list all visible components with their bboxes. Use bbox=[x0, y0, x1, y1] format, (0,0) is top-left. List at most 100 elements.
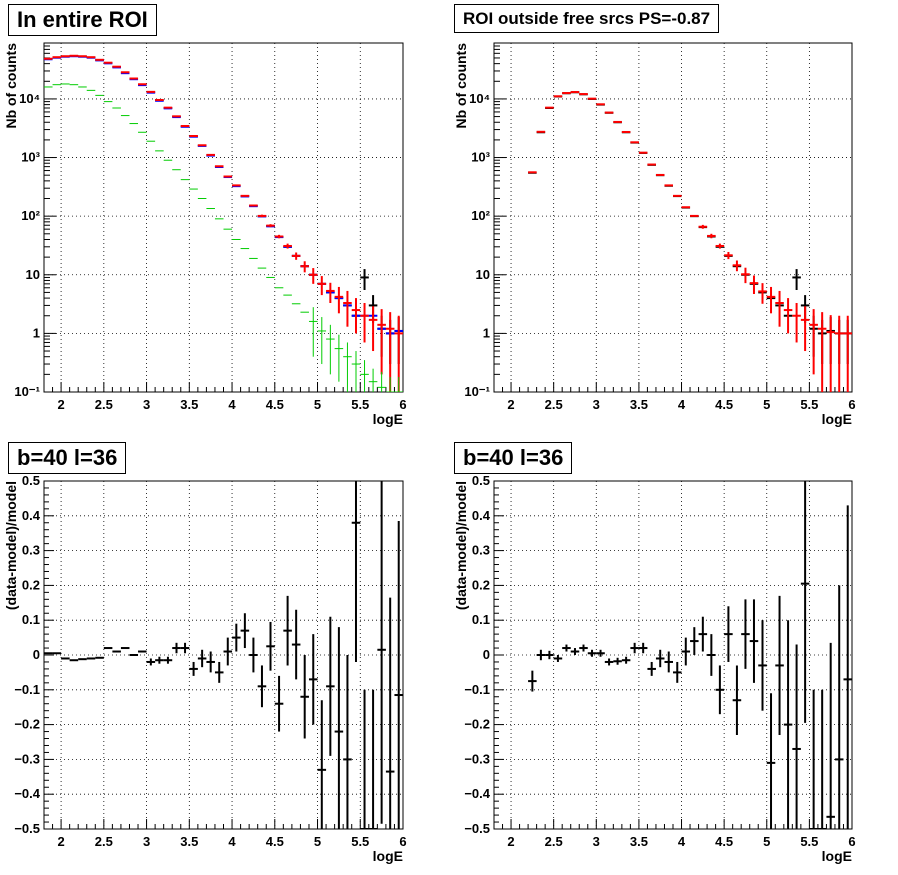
data-point bbox=[664, 651, 673, 673]
data-point bbox=[817, 689, 827, 829]
data-point bbox=[266, 224, 275, 228]
data-point bbox=[291, 252, 301, 260]
y-tick-label: 0.3 bbox=[22, 543, 40, 558]
data-point bbox=[394, 377, 403, 392]
data-point bbox=[326, 282, 335, 303]
data-point bbox=[334, 286, 344, 314]
data-point bbox=[377, 309, 386, 375]
data-point bbox=[368, 306, 378, 352]
data-point bbox=[274, 234, 284, 239]
data-point bbox=[690, 627, 699, 655]
data-point bbox=[749, 599, 759, 683]
x-tick-label: 4 bbox=[678, 834, 686, 849]
data-point bbox=[249, 637, 258, 673]
data-point bbox=[317, 276, 327, 296]
x-tick-label: 3 bbox=[143, 397, 150, 412]
x-tick-label: 2.5 bbox=[95, 834, 113, 849]
data-point bbox=[257, 214, 267, 218]
data-point bbox=[214, 661, 224, 683]
data-point bbox=[283, 595, 292, 666]
x-tick-label: 3 bbox=[143, 834, 150, 849]
data-point bbox=[257, 665, 267, 708]
series-1 bbox=[44, 481, 403, 829]
data-point bbox=[834, 585, 844, 829]
y-tick-label: −0.2 bbox=[14, 717, 40, 732]
y-tick-label: 10 bbox=[26, 267, 40, 282]
data-point bbox=[528, 670, 537, 692]
data-point bbox=[749, 275, 759, 294]
y-tick-label: 1 bbox=[33, 325, 40, 340]
data-point bbox=[562, 644, 571, 652]
y-axis-label: Nb of counts bbox=[3, 43, 19, 129]
data-point bbox=[792, 269, 801, 290]
x-axis-label: logE bbox=[373, 848, 403, 864]
y-axis-label: (data-model)/model bbox=[3, 481, 19, 610]
y-tick-label: −0.2 bbox=[464, 717, 490, 732]
x-tick-label: 5 bbox=[314, 397, 321, 412]
data-point bbox=[613, 657, 622, 665]
data-point bbox=[266, 621, 275, 671]
data-point bbox=[377, 371, 386, 392]
data-point bbox=[232, 623, 241, 652]
data-point bbox=[800, 481, 810, 723]
x-tick-label: 6 bbox=[848, 834, 855, 849]
data-point bbox=[172, 642, 181, 654]
x-tick-label: 2.5 bbox=[95, 397, 113, 412]
data-point bbox=[655, 649, 665, 668]
data-point bbox=[351, 481, 361, 662]
data-point bbox=[766, 693, 776, 829]
series-2 bbox=[44, 55, 403, 335]
data-point bbox=[792, 302, 801, 343]
data-point bbox=[291, 609, 301, 680]
x-tick-label: 5 bbox=[763, 397, 770, 412]
data-point bbox=[809, 309, 818, 375]
x-tick-label: 3.5 bbox=[180, 397, 198, 412]
data-point bbox=[377, 481, 386, 824]
x-tick-label: 6 bbox=[399, 834, 406, 849]
data-point bbox=[308, 634, 318, 725]
x-tick-label: 2.5 bbox=[545, 834, 563, 849]
data-point bbox=[326, 324, 335, 375]
data-point bbox=[385, 377, 395, 392]
data-point bbox=[368, 689, 378, 829]
x-tick-label: 6 bbox=[848, 397, 855, 412]
data-point bbox=[579, 644, 588, 652]
plot-frame bbox=[43, 480, 404, 830]
y-axis-label: Nb of counts bbox=[453, 43, 469, 129]
data-point bbox=[741, 267, 750, 284]
data-point bbox=[843, 315, 852, 392]
data-point bbox=[308, 268, 318, 284]
y-axis-label: (data-model)/model bbox=[453, 481, 469, 610]
data-point bbox=[843, 505, 852, 829]
y-tick-label: 10⁻¹ bbox=[14, 384, 40, 399]
y-tick-label: 1 bbox=[483, 325, 490, 340]
data-point bbox=[630, 642, 639, 654]
data-layer bbox=[44, 481, 403, 829]
x-tick-label: 5.5 bbox=[351, 397, 369, 412]
data-point bbox=[206, 651, 215, 673]
data-point bbox=[596, 649, 605, 657]
data-point bbox=[343, 655, 352, 829]
data-point bbox=[775, 595, 784, 736]
data-point bbox=[249, 204, 258, 207]
x-tick-label: 4.5 bbox=[266, 397, 284, 412]
x-tick-label: 2 bbox=[57, 834, 64, 849]
y-tick-label: 10⁻¹ bbox=[464, 384, 490, 399]
y-tick-label: 0.4 bbox=[22, 508, 41, 523]
data-point bbox=[707, 233, 716, 239]
data-layer bbox=[44, 54, 403, 392]
y-tick-label: 0.1 bbox=[22, 612, 40, 627]
data-point bbox=[300, 261, 309, 273]
y-tick-label: 10³ bbox=[471, 150, 490, 165]
x-tick-label: 2 bbox=[57, 397, 64, 412]
data-point bbox=[647, 661, 656, 676]
x-tick-label: 5.5 bbox=[351, 834, 369, 849]
y-tick-label: 0.5 bbox=[472, 473, 490, 488]
data-point bbox=[385, 597, 395, 829]
y-tick-label: 10² bbox=[471, 208, 490, 223]
data-point bbox=[317, 317, 327, 365]
y-tick-label: −0.5 bbox=[14, 821, 40, 836]
data-point bbox=[724, 251, 733, 260]
x-tick-label: 5 bbox=[763, 834, 770, 849]
